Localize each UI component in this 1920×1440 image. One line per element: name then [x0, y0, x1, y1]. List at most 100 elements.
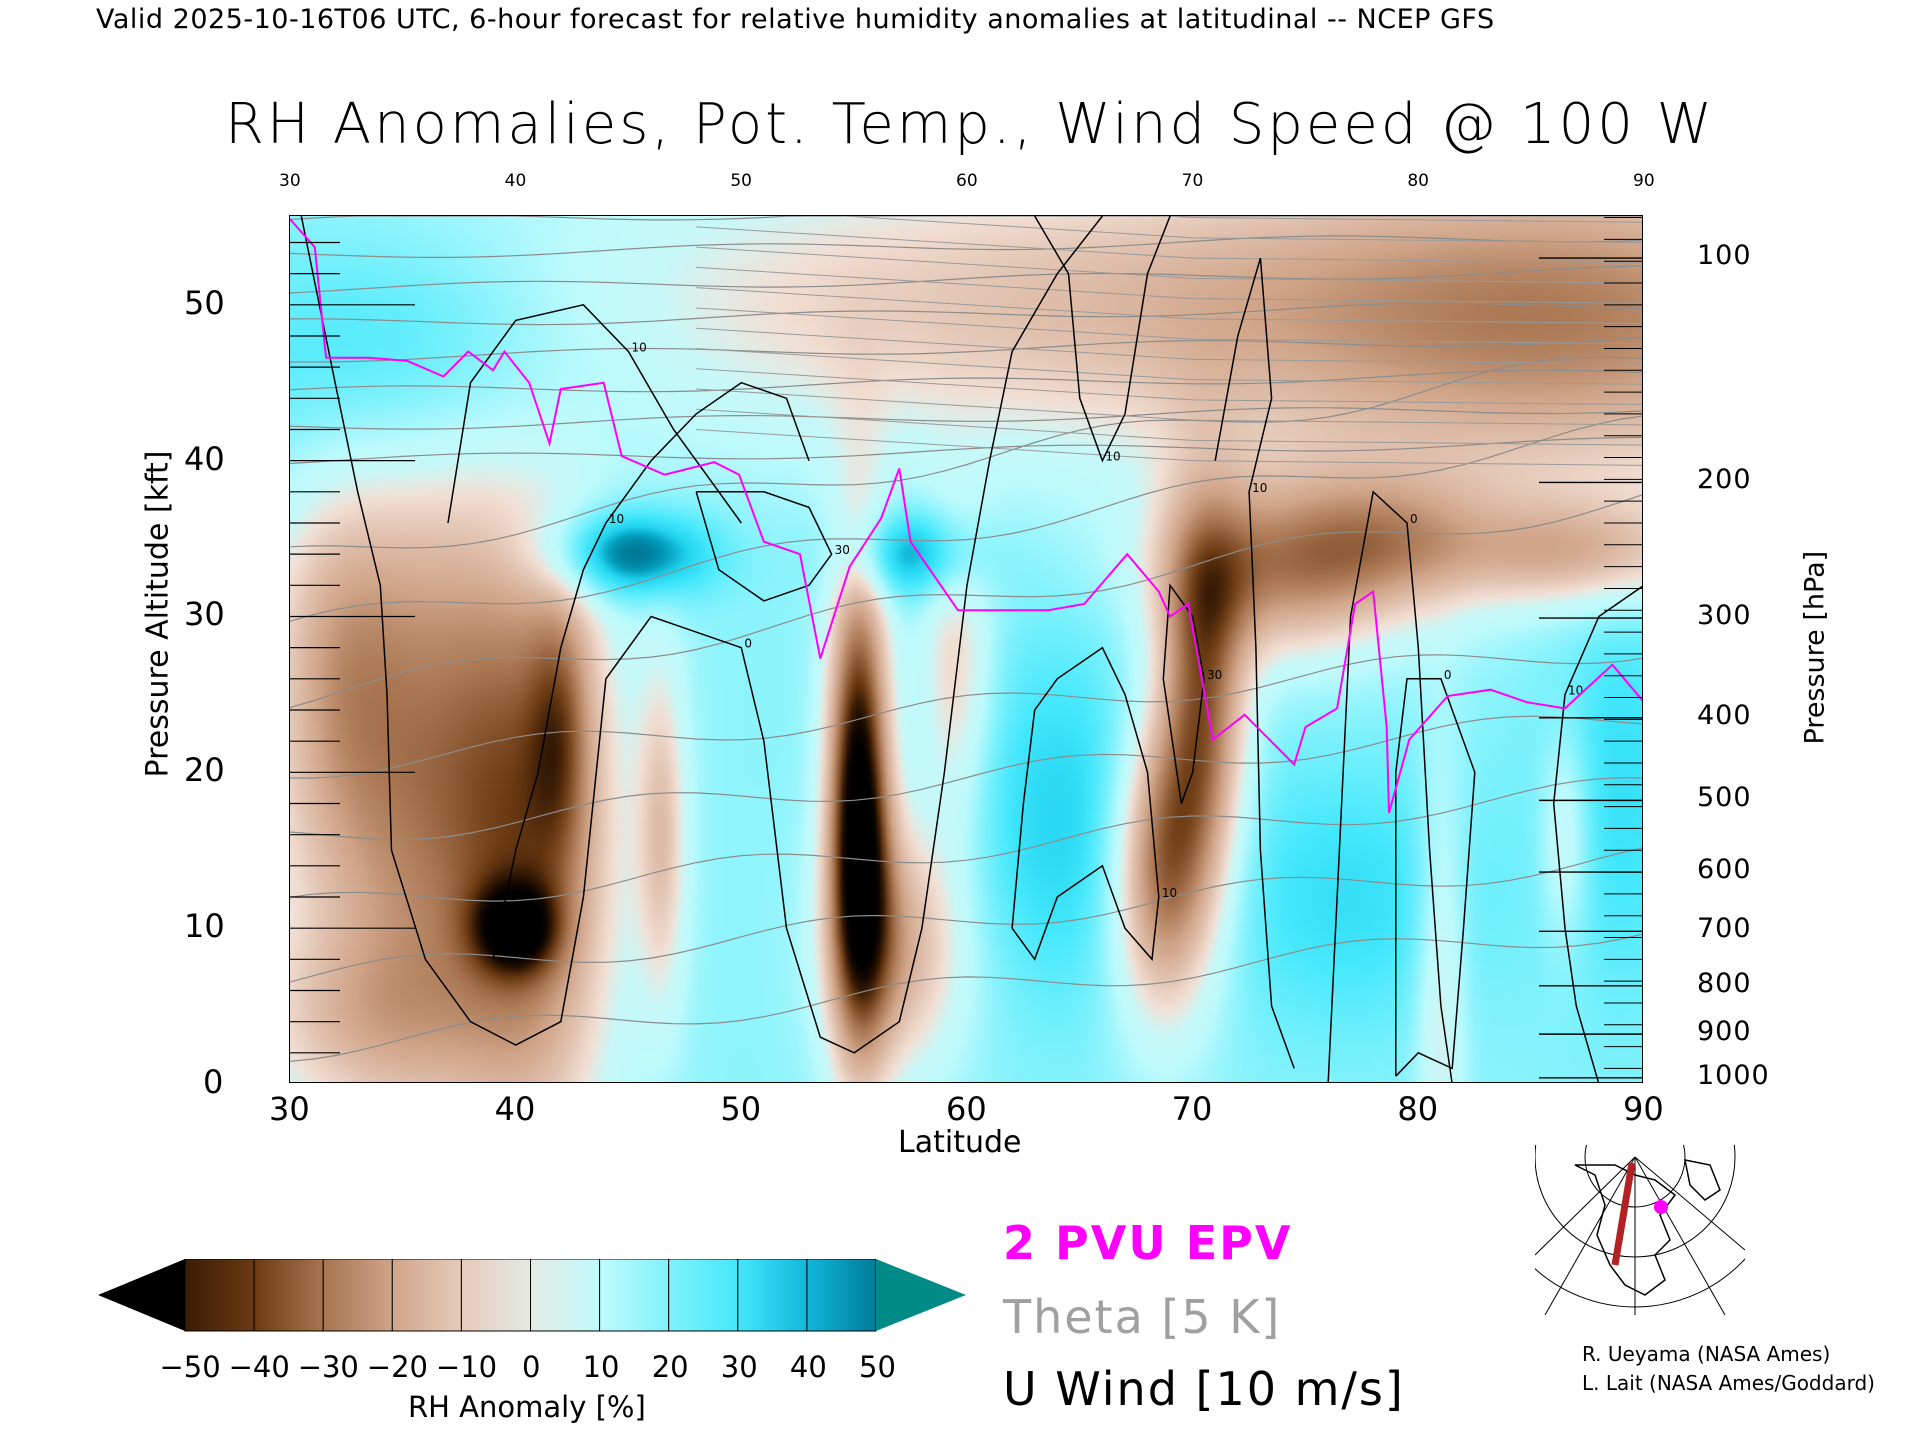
theta-contour [696, 327, 1642, 365]
colorbar-tick-label: 10 [582, 1350, 620, 1384]
colorbar-segment [530, 1259, 601, 1332]
u-wind-contour [695, 491, 833, 602]
u-wind-contour [1034, 216, 1171, 463]
u-wind-contour-label: 10 [1162, 886, 1177, 900]
theta-contour [290, 933, 1642, 1062]
theta-contour [696, 226, 1642, 264]
theta-contour [696, 388, 1642, 426]
colorbar [98, 1259, 966, 1332]
u-wind-contour [1162, 583, 1205, 804]
colorbar-under-arrow [98, 1259, 185, 1331]
theta-contour [290, 356, 1642, 549]
x-tick-label: 80 [1397, 1090, 1439, 1128]
map-latitude-circle [1535, 1258, 1745, 1308]
top-x-tick-label: 60 [956, 171, 978, 191]
theta-contour [290, 715, 1642, 841]
y-tick-label: 30 [184, 595, 225, 634]
x-tick-label: 70 [1171, 1090, 1213, 1128]
theta-contour [290, 265, 1642, 294]
colorbar-segment [184, 1259, 255, 1332]
theta-contour [696, 408, 1642, 446]
y-tick-label: 10 [184, 907, 225, 946]
u-wind-contour [492, 381, 810, 960]
pressure-tick-label: 300 [1697, 600, 1752, 632]
u-wind-contour-label: 0 [1444, 668, 1452, 682]
theta-contour [696, 307, 1642, 345]
theta-contour [290, 847, 1642, 983]
theta-contour [696, 428, 1642, 466]
theta-contour [290, 369, 1642, 393]
theta-contour [290, 654, 1642, 779]
x-axis-title: Latitude [898, 1125, 1022, 1160]
pressure-tick-label: 100 [1697, 240, 1752, 272]
map-meridian [1634, 1156, 1745, 1251]
colorbar-tick-label: −50 [159, 1350, 221, 1384]
map-meridian [1544, 1156, 1636, 1315]
x-tick-label: 30 [269, 1090, 310, 1128]
map-meridian [1634, 1156, 1726, 1315]
u-wind-contour [1011, 646, 1160, 962]
pressure-tick-label: 200 [1697, 464, 1752, 496]
theta-contour [290, 216, 1642, 221]
colorbar-over-arrow [876, 1259, 966, 1331]
u-wind-contour [1327, 490, 1453, 1082]
u-wind-contour-label: 10 [1568, 683, 1583, 697]
u-wind-contour-label: 30 [835, 543, 850, 557]
colorbar-tick-label: −40 [228, 1350, 290, 1384]
theta-contour [290, 777, 1642, 902]
x-tick-label: 90 [1623, 1090, 1664, 1128]
theta-contour [290, 436, 1642, 465]
legend-pv: 2 PVU EPV [1003, 1216, 1293, 1270]
legend-uwind: U Wind [10 m/s] [1003, 1362, 1405, 1416]
u-wind-contour [300, 216, 1103, 1054]
theta-contour [696, 266, 1642, 304]
colorbar-segment [599, 1259, 670, 1332]
colorbar-segment [391, 1259, 462, 1332]
colorbar-segment [460, 1259, 531, 1332]
colorbar-tick-label: −20 [366, 1350, 428, 1384]
u-wind-contour-label: 0 [1410, 512, 1418, 526]
colorbar-title: RH Anomaly [%] [408, 1390, 646, 1424]
theta-contour [696, 347, 1642, 385]
pressure-tick-label: 800 [1697, 967, 1752, 999]
theta-contour [290, 415, 1642, 622]
location-map-inset [1535, 1145, 1745, 1315]
chart-title: RH Anomalies, Pot. Temp., Wind Speed @ 1… [224, 92, 1716, 157]
x-tick-label: 40 [494, 1090, 536, 1128]
top-x-tick-label: 80 [1407, 171, 1429, 191]
colorbar-tick-label: 50 [859, 1350, 896, 1384]
top-x-tick-label: 30 [279, 171, 301, 191]
pv-2pvu-line [290, 218, 1642, 814]
colorbar-tick-label: −30 [297, 1350, 359, 1384]
legend-theta: Theta [5 K] [1003, 1290, 1282, 1344]
pressure-tick-label: 1000 [1697, 1059, 1770, 1091]
colorbar-tick-label: 30 [720, 1350, 758, 1384]
colorbar-segment [668, 1259, 739, 1332]
u-wind-contour-label: 30 [1207, 668, 1222, 682]
u-wind-contour-label: 10 [632, 341, 647, 355]
colorbar-segment [253, 1259, 324, 1332]
y-tick-label: 0 [203, 1063, 224, 1101]
theta-contour [290, 407, 1642, 430]
u-wind-contour-label: 10 [1105, 450, 1120, 464]
pressure-tick-label: 900 [1697, 1016, 1752, 1048]
theta-contour [696, 368, 1642, 406]
top-x-tick-label: 50 [730, 171, 752, 191]
theta-contour [696, 287, 1642, 325]
cross-section-plot: 0 10 10 30 10 30 10 0 0 10 10 [289, 215, 1643, 1083]
colorbar-tick-label: 0 [522, 1350, 541, 1384]
rh-anomaly-field [290, 216, 1642, 1082]
x-tick-label: 50 [720, 1090, 762, 1128]
colorbar-segment [322, 1259, 393, 1332]
pressure-tick-label: 600 [1697, 854, 1752, 886]
colorbar-tick-label: 40 [789, 1350, 827, 1384]
theta-contour [290, 235, 1642, 258]
u-wind-contour [1214, 257, 1295, 1069]
u-wind-contour-label: 0 [744, 637, 752, 651]
theta-contour [837, 216, 1642, 243]
x-tick-label: 60 [946, 1090, 987, 1128]
map-meridian [1535, 1156, 1636, 1256]
theta-contour [696, 246, 1642, 284]
y-axis-title: Pressure Altitude [kft] [140, 450, 176, 778]
u-wind-contour [447, 303, 742, 524]
